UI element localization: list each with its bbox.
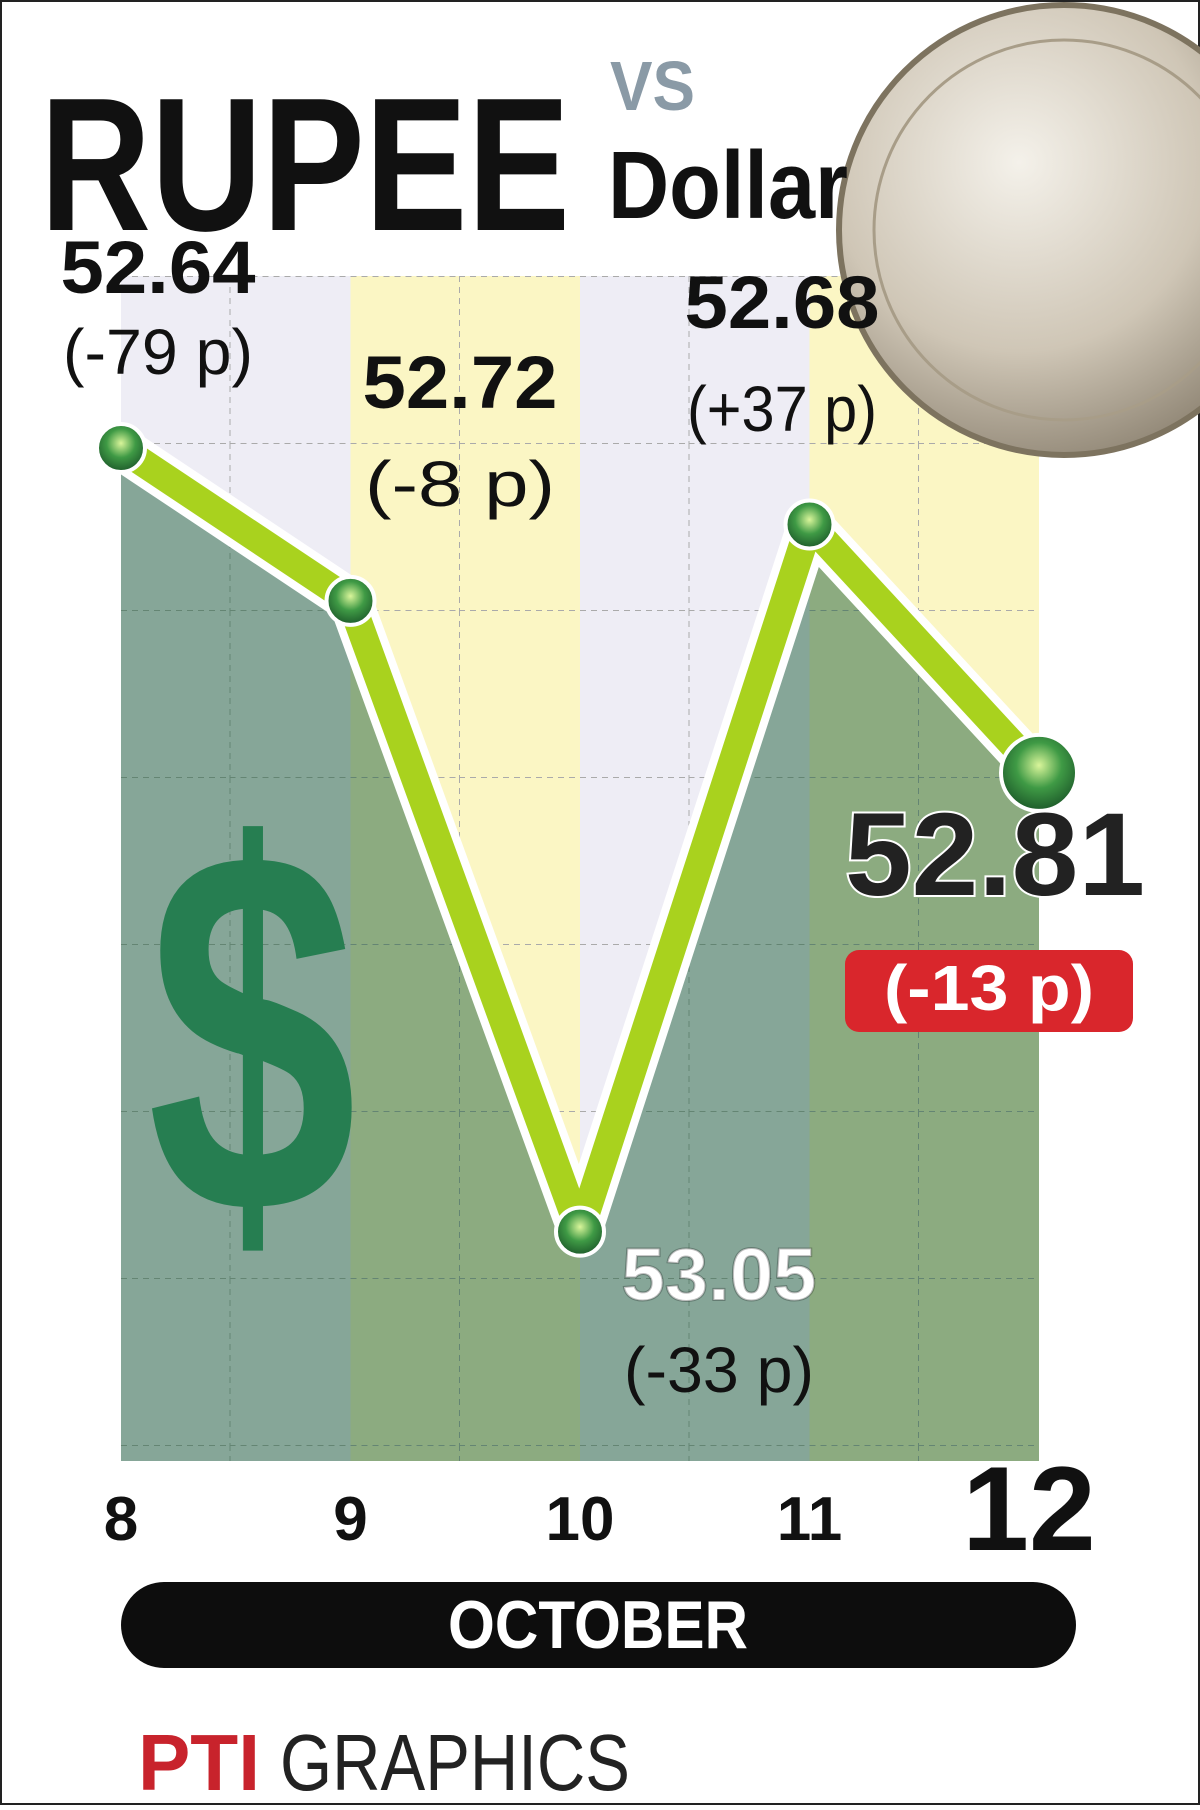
change-label: (-79 p) [63,316,253,388]
x-tick-label: 10 [546,1485,615,1554]
point-marker [554,1205,606,1258]
source-logo: PTI [138,1718,260,1805]
subtitle: Dollar [608,132,848,239]
point-marker [324,574,377,627]
change-badge [845,950,1133,1032]
data-label: 52.68 [685,261,880,344]
data-label: 53.05 [622,1233,817,1316]
area [121,448,1039,1462]
x-tick-label: 9 [333,1485,367,1554]
title-vs: VS [610,47,695,125]
title: RUPEE [40,59,570,271]
x-tick-label: 8 [104,1485,138,1554]
change-label: (+37 p) [687,373,877,445]
x-tick-label: 11 [777,1485,843,1554]
data-label: 52.81 [845,789,1145,921]
month-band [121,1582,1076,1668]
point-marker [999,732,1079,813]
change-label: (-33 p) [624,1334,814,1406]
change-label: (-13 p) [884,952,1094,1024]
point-marker [783,498,836,551]
point-marker [95,422,147,475]
coin [836,2,1200,458]
x-axis-label: OCTOBER [448,1587,748,1663]
change-label: (-8 p) [365,448,555,520]
data-label: 52.72 [363,341,558,424]
data-label: 52.64 [61,226,256,309]
source: GRAPHICS [280,1718,630,1805]
x-tick-label: 12 [962,1442,1095,1576]
series [95,422,1079,1462]
